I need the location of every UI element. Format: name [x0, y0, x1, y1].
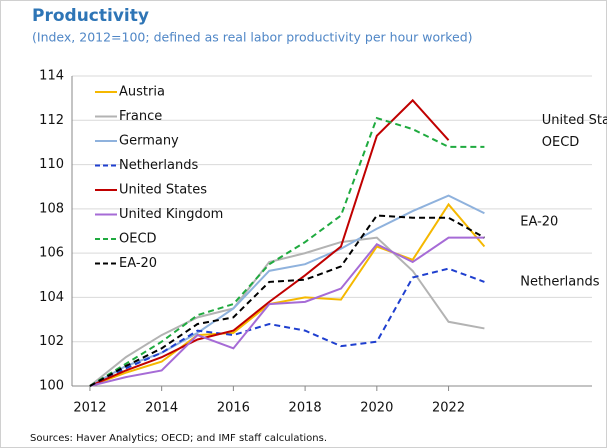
legend-label: Austria [119, 85, 165, 100]
annotation: EA-20 [520, 215, 558, 230]
x-tick-label: 2012 [73, 401, 106, 416]
legend-label: United Kingdom [119, 207, 223, 222]
legend-label: EA-20 [119, 256, 157, 271]
legend-label: Germany [119, 134, 179, 149]
legend-label: Netherlands [119, 158, 198, 173]
chart-subtitle: (Index, 2012=100; defined as real labor … [32, 30, 473, 45]
annotation: Netherlands [520, 274, 599, 289]
x-tick-label: 2014 [145, 401, 178, 416]
y-tick-label: 102 [39, 334, 64, 349]
y-tick-label: 104 [39, 290, 64, 305]
annotation: OECD [542, 135, 580, 150]
annotation: United States [542, 113, 607, 128]
legend-label: OECD [119, 232, 157, 247]
y-tick-label: 108 [39, 201, 64, 216]
source: Sources: Haver Analytics; OECD; and IMF … [30, 433, 327, 444]
series-line [89, 236, 485, 387]
x-tick-label: 2016 [217, 401, 250, 416]
y-tick-label: 110 [39, 157, 64, 172]
legend-label: United States [119, 183, 207, 198]
x-tick-label: 2018 [289, 401, 322, 416]
y-tick-label: 106 [39, 246, 64, 261]
series-line [89, 214, 485, 387]
y-tick-label: 112 [39, 113, 64, 128]
series-line [89, 267, 485, 387]
series-line [89, 236, 485, 387]
x-tick-label: 2020 [360, 401, 393, 416]
series-line [89, 202, 486, 387]
y-tick-label: 100 [39, 379, 64, 394]
x-tick-label: 2022 [432, 401, 465, 416]
series-line [89, 98, 450, 387]
series-line [89, 116, 485, 387]
chart-title: Productivity [32, 6, 149, 26]
legend-label: France [119, 109, 162, 124]
y-tick-label: 114 [39, 69, 64, 84]
